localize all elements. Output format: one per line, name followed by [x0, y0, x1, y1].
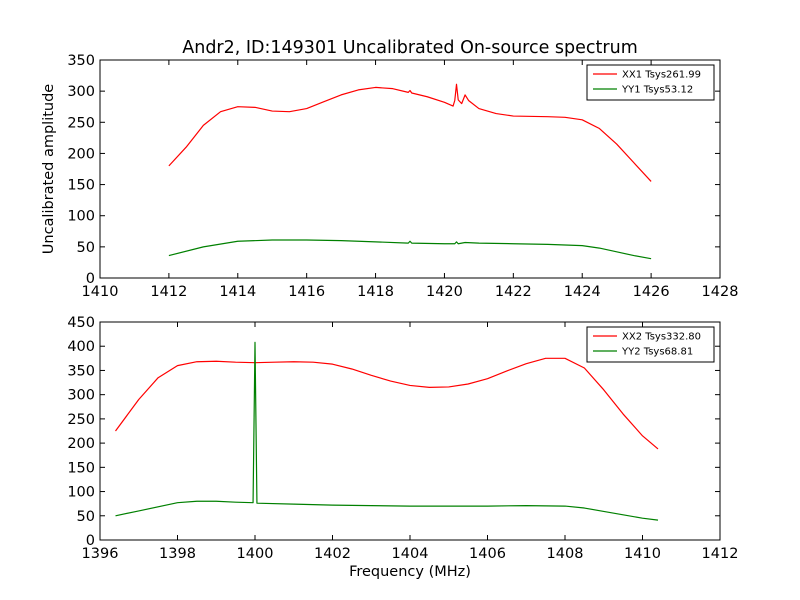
x-tick-label: 1410 — [82, 284, 119, 300]
x-tick-label: 1402 — [314, 546, 351, 562]
y-tick-label: 100 — [67, 485, 95, 501]
y-tick-label: 300 — [67, 84, 95, 100]
plot-frame — [99, 59, 721, 279]
x-tick-label: 1408 — [547, 546, 584, 562]
x-tick-label: 1424 — [564, 284, 601, 300]
series-line-xx — [115, 357, 659, 450]
series-line-yy — [168, 239, 652, 260]
x-tick-label: 1410 — [624, 546, 661, 562]
bottom-legend: XX2 Tsys332.80 YY2 Tsys68.81 — [586, 326, 715, 363]
x-tick-label: 1414 — [219, 284, 256, 300]
series-line-yy — [115, 341, 659, 521]
y-tick-label: 100 — [67, 209, 95, 225]
x-tick-label: 1426 — [633, 284, 670, 300]
y-tick-label: 50 — [77, 240, 95, 256]
x-tick-label: 1412 — [702, 546, 739, 562]
y-tick-label: 300 — [67, 388, 95, 404]
x-tick-label: 1396 — [82, 546, 119, 562]
legend-entry: XX1 Tsys261.99 — [622, 70, 701, 81]
series-line-xx — [168, 83, 652, 182]
x-tick-label: 1418 — [357, 284, 394, 300]
x-tick-label: 1416 — [288, 284, 325, 300]
y-tick-label: 250 — [67, 115, 95, 131]
bottom-panel: Frequency (MHz) 1396 1398 1400 1402 1404 1406… — [67, 315, 738, 580]
bottom-plot-area: 1396 1398 1400 1402 1404 1406 1408 1410 1412 0 50 1… — [67, 315, 738, 562]
top-panel: Andr2, ID:149301 Uncalibrated On-source … — [41, 38, 738, 300]
y-tick-label: 200 — [67, 146, 95, 162]
legend-box — [586, 326, 715, 363]
x-tick-label: 1412 — [150, 284, 187, 300]
x-tick-label: 1420 — [426, 284, 463, 300]
y-tick-label: 450 — [67, 315, 95, 331]
y-tick-label: 0 — [86, 533, 95, 549]
x-tick-label: 1428 — [702, 284, 739, 300]
x-tick-label: 1406 — [469, 546, 506, 562]
y-tick-label: 200 — [67, 436, 95, 452]
y-tick-label: 150 — [67, 178, 95, 194]
x-tick-label: 1404 — [392, 546, 429, 562]
y-tick-label: 50 — [77, 509, 95, 525]
legend-entry: YY2 Tsys68.81 — [621, 347, 693, 358]
x-tick-label: 1422 — [495, 284, 532, 300]
y-axis-label: Uncalibrated amplitude — [41, 84, 57, 255]
y-tick-label: 350 — [67, 53, 95, 69]
top-plot-area: 1410 1412 1414 1416 1418 1420 1422 1424 1426 1428… — [67, 53, 738, 300]
top-legend: XX1 Tsys261.99 YY1 Tsys53.12 — [586, 64, 715, 101]
y-tick-label: 0 — [86, 271, 95, 287]
legend-entry: YY1 Tsys53.12 — [621, 85, 693, 96]
y-tick-label: 250 — [67, 412, 95, 428]
x-tick-label: 1398 — [159, 546, 196, 562]
chart-title: Andr2, ID:149301 Uncalibrated On-source … — [182, 38, 638, 58]
y-tick-label: 150 — [67, 460, 95, 476]
y-tick-label: 400 — [67, 339, 95, 355]
legend-box — [586, 64, 715, 101]
x-axis-label: Frequency (MHz) — [349, 564, 471, 580]
x-tick-label: 1400 — [237, 546, 274, 562]
y-tick-label: 350 — [67, 363, 95, 379]
legend-entry: XX2 Tsys332.80 — [622, 332, 701, 343]
